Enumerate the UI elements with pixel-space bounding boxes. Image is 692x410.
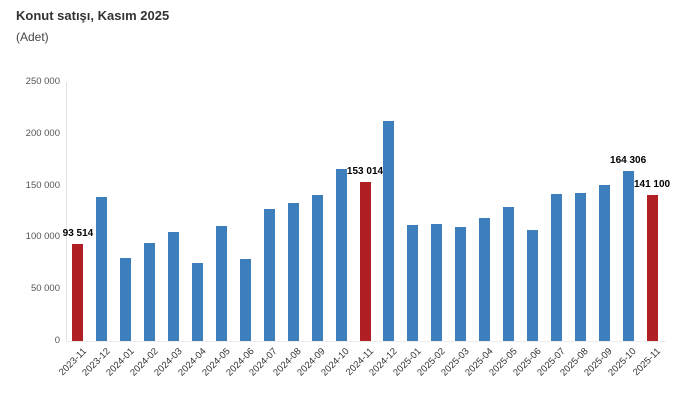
- bar-2025-04[interactable]: [479, 218, 491, 341]
- data-label: 93 514: [62, 228, 94, 240]
- data-label: 153 014: [346, 166, 384, 178]
- bar-2025-09[interactable]: [598, 184, 610, 341]
- bar-2024-07[interactable]: [263, 208, 275, 341]
- bar-2024-04[interactable]: [192, 262, 204, 341]
- bar-2025-03[interactable]: [455, 226, 467, 341]
- x-axis-line: [66, 341, 666, 342]
- bar-2024-09[interactable]: [311, 194, 323, 341]
- bar-2024-11[interactable]: [359, 182, 371, 341]
- bar-2024-12[interactable]: [383, 120, 395, 341]
- y-axis-tick-label: 250 000: [25, 76, 60, 87]
- bar-2024-01[interactable]: [120, 258, 132, 341]
- bar-2025-07[interactable]: [550, 193, 562, 341]
- data-label: 164 306: [610, 154, 647, 166]
- bar-2025-01[interactable]: [407, 225, 419, 341]
- bar-2025-06[interactable]: [526, 230, 538, 341]
- y-axis-tick-label: 150 000: [25, 179, 60, 191]
- bar-2024-06[interactable]: [239, 259, 251, 341]
- bar-2024-03[interactable]: [168, 231, 180, 341]
- bar-2024-10[interactable]: [335, 169, 347, 341]
- bar-2025-11[interactable]: [646, 194, 658, 341]
- y-axis-tick-label: 50 000: [30, 283, 60, 295]
- y-axis-line: [66, 82, 67, 341]
- bar-2024-08[interactable]: [287, 202, 299, 341]
- y-axis-tick-label: 100 000: [25, 231, 60, 243]
- y-axis-tick-label: 200 000: [25, 127, 60, 139]
- bar-2024-05[interactable]: [215, 226, 227, 341]
- bar-2025-08[interactable]: [574, 193, 586, 341]
- y-axis-tick-label: 0: [54, 335, 60, 346]
- data-label: 141 100: [633, 178, 671, 190]
- bar-2024-02[interactable]: [144, 243, 156, 341]
- bar-2023-12[interactable]: [96, 196, 108, 341]
- chart-subtitle: (Adet): [16, 30, 49, 44]
- bar-2025-02[interactable]: [431, 223, 443, 341]
- bar-2023-11[interactable]: [72, 244, 84, 341]
- bar-2025-05[interactable]: [503, 207, 515, 341]
- bar-2025-10[interactable]: [622, 170, 634, 341]
- chart-title: Konut satışı, Kasım 2025: [16, 8, 170, 23]
